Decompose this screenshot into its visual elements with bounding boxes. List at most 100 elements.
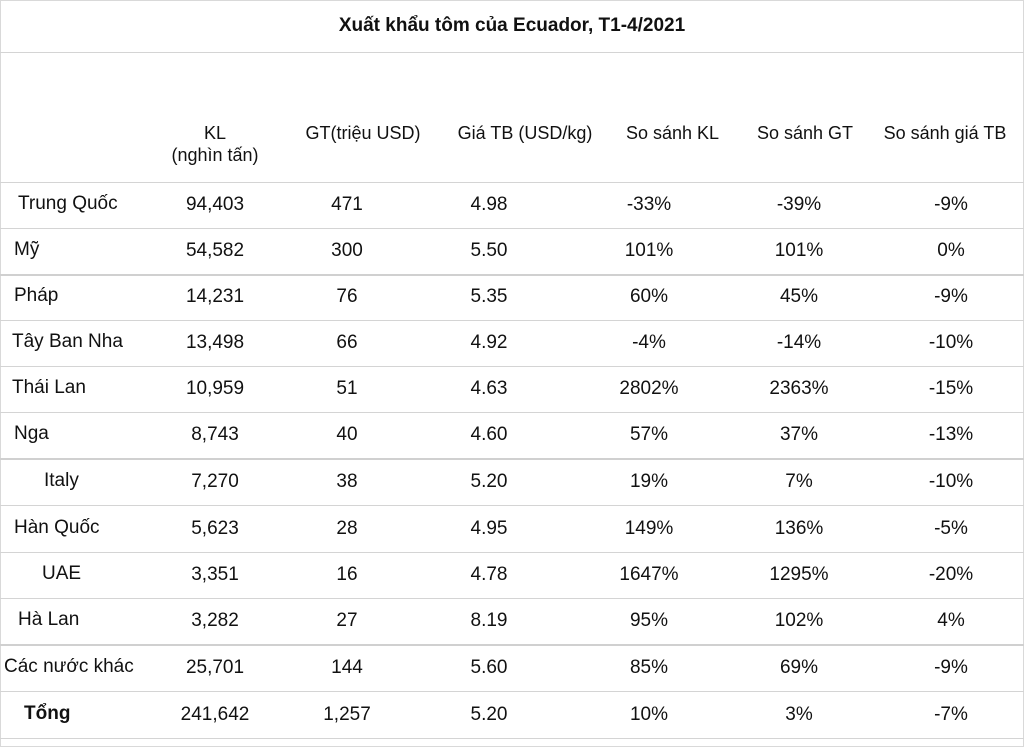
cell-ss-gt: -14% (776, 332, 822, 353)
cell-ss-kl: 85% (629, 657, 669, 678)
cell-ss-gt: 136% (774, 518, 824, 539)
cell-ss-gt: 37% (779, 424, 819, 445)
country-name: Thái Lan (12, 377, 86, 398)
cell-ss-kl: 149% (624, 518, 674, 539)
cell-kl: 241,642 (180, 704, 250, 725)
cell-gia: 5.20 (470, 471, 508, 492)
table-row: Pháp 14,231 76 5.35 60% 45% -9% (0, 274, 1024, 321)
cell-ss-gt: 69% (779, 657, 819, 678)
cell-ss-kl: -4% (632, 332, 666, 353)
cell-gia: 5.50 (470, 240, 508, 261)
country-name: UAE (42, 563, 82, 584)
cell-gt: 16 (336, 564, 358, 585)
table-row: Mỹ 54,582 300 5.50 101% 101% 0% (0, 228, 1024, 276)
country-name: Italy (44, 470, 79, 491)
table-row: Thái Lan 10,959 51 4.63 2802% 2363% -15% (0, 366, 1024, 413)
cell-kl: 94,403 (185, 194, 245, 215)
cell-ss-gia: -5% (934, 518, 968, 539)
cell-ss-gt: 45% (779, 286, 819, 307)
cell-gt: 38 (336, 471, 358, 492)
table-row: Trung Quốc 94,403 471 4.98 -33% -39% -9% (0, 182, 1024, 229)
cell-gt: 40 (336, 424, 358, 445)
cell-kl: 3,282 (191, 610, 239, 631)
cell-gia: 4.60 (470, 424, 508, 445)
table-header: KL (nghìn tấn) GT(triệu USD) Giá TB (USD… (0, 52, 1024, 183)
cell-ss-gia: -9% (934, 657, 968, 678)
cell-ss-kl: 57% (629, 424, 669, 445)
cell-ss-gia: 0% (937, 240, 965, 261)
cell-gia: 4.92 (470, 332, 508, 353)
table-row: Các nước khác 25,701 144 5.60 85% 69% -9% (0, 645, 1024, 692)
cell-ss-gia: -9% (934, 286, 968, 307)
cell-kl: 10,959 (185, 378, 245, 399)
table-title: Xuất khẩu tôm của Ecuador, T1-4/2021 (0, 0, 1024, 53)
country-name: Trung Quốc (18, 193, 118, 214)
header-gt: GT(triệu USD) (305, 123, 421, 143)
country-name: Mỹ (14, 239, 40, 260)
header-gia: Giá TB (USD/kg) (457, 123, 593, 143)
cell-ss-gt: 102% (774, 610, 824, 631)
header-ss-gt: So sánh GT (756, 123, 854, 143)
header-ss-kl: So sánh KL (625, 123, 720, 143)
cell-gia: 5.60 (470, 657, 508, 678)
cell-kl: 14,231 (185, 286, 245, 307)
country-name: Các nước khác (4, 656, 134, 677)
header-ss-gia: So sánh giá TB (883, 123, 1007, 143)
country-name: Pháp (14, 285, 59, 306)
cell-ss-kl: 95% (629, 610, 669, 631)
cell-ss-gt: 101% (774, 240, 824, 261)
cell-ss-kl: 2802% (619, 378, 679, 399)
cell-ss-gia: -10% (928, 471, 974, 492)
cell-gia: 4.95 (470, 518, 508, 539)
cell-ss-gia: -20% (928, 564, 974, 585)
table-row: Hàn Quốc 5,623 28 4.95 149% 136% -5% (0, 506, 1024, 553)
cell-ss-gia: -13% (928, 424, 974, 445)
cell-gt: 300 (331, 240, 363, 261)
cell-gia: 4.98 (470, 194, 508, 215)
cell-ss-gia: -7% (934, 704, 968, 725)
cell-ss-gt: 3% (785, 704, 813, 725)
cell-ss-gia: 4% (937, 610, 965, 631)
cell-gt: 28 (336, 518, 358, 539)
country-name: Tây Ban Nha (12, 331, 123, 352)
cell-ss-kl: -33% (626, 194, 672, 215)
cell-kl: 54,582 (185, 240, 245, 261)
cell-gia: 4.78 (470, 564, 508, 585)
table-row: Hà Lan 3,282 27 8.19 95% 102% 4% (0, 598, 1024, 646)
cell-gia: 4.63 (470, 378, 508, 399)
cell-ss-gia: -10% (928, 332, 974, 353)
total-row: Tổng 241,642 1,257 5.20 10% 3% -7% (0, 692, 1024, 739)
cell-ss-gt: -39% (776, 194, 822, 215)
country-name: Tổng (24, 703, 71, 724)
country-name: Nga (14, 423, 49, 444)
cell-gt: 144 (331, 657, 363, 678)
cell-kl: 13,498 (185, 332, 245, 353)
cell-ss-kl: 101% (624, 240, 674, 261)
cell-ss-gia: -15% (928, 378, 974, 399)
cell-kl: 25,701 (185, 657, 245, 678)
cell-gt: 76 (336, 286, 358, 307)
table-row: Tây Ban Nha 13,498 66 4.92 -4% -14% -10% (0, 320, 1024, 367)
cell-kl: 3,351 (191, 564, 239, 585)
cell-ss-gt: 2363% (769, 378, 829, 399)
header-kl: KL (nghìn tấn) (160, 122, 270, 166)
cell-kl: 5,623 (191, 518, 239, 539)
cell-gt: 471 (331, 194, 363, 215)
cell-gia: 5.20 (470, 704, 508, 725)
cell-gt: 66 (336, 332, 358, 353)
country-name: Hà Lan (18, 609, 80, 630)
cell-ss-kl: 10% (629, 704, 669, 725)
cell-gt: 1,257 (323, 704, 371, 725)
table-row: UAE 3,351 16 4.78 1647% 1295% -20% (0, 552, 1024, 599)
table-row: Italy 7,270 38 5.20 19% 7% -10% (0, 459, 1024, 506)
country-name: Hàn Quốc (14, 517, 100, 538)
cell-kl: 8,743 (191, 424, 239, 445)
table-row: Nga 8,743 40 4.60 57% 37% -13% (0, 412, 1024, 460)
cell-kl: 7,270 (191, 471, 239, 492)
cell-gia: 5.35 (470, 286, 508, 307)
cell-ss-gia: -9% (934, 194, 968, 215)
cell-ss-kl: 19% (629, 471, 669, 492)
cell-ss-kl: 60% (629, 286, 669, 307)
cell-gt: 27 (336, 610, 358, 631)
cell-ss-kl: 1647% (619, 564, 679, 585)
